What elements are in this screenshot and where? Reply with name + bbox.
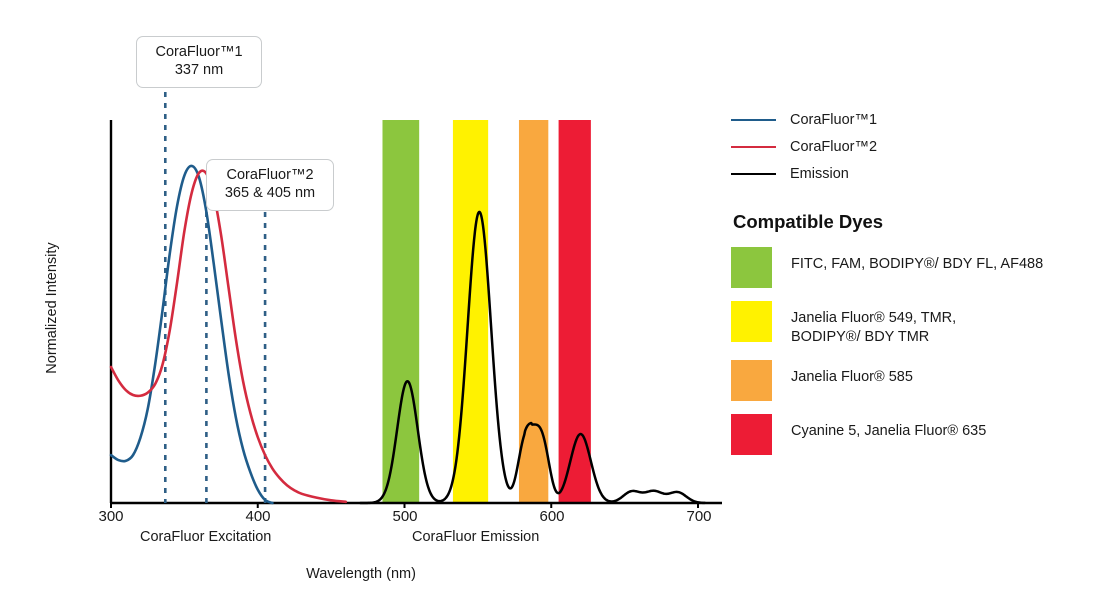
dye-label-orange: Janelia Fluor® 585 [791,360,913,387]
legend-series-corafluor-1: CoraFluor™1 [731,106,1101,133]
callout-cf2-value: 365 & 405 nm [224,184,316,201]
dye-row-red: Cyanine 5, Janelia Fluor® 635 [731,414,1101,456]
curve-CoraFluor1 [109,164,274,505]
dye-label-line1: FITC, FAM, BODIPY®/ BDY FL, AF488 [791,256,1044,272]
dye-label-line2: BODIPY®/ BDY TMR [791,329,930,346]
legend-line-swatch-corafluor-1 [731,118,776,121]
legend-series-corafluor-2: CoraFluor™2 [731,133,1101,160]
band-orange-band [518,120,549,503]
dye-row-yellow: Janelia Fluor® 549, TMR, BODIPY®/ BDY TM… [731,301,1101,347]
curve-Emission [359,210,706,505]
x-tick-400: 400 [245,508,271,525]
dye-color-swatch-red [731,414,772,456]
callout-corafluor-1: CoraFluor™1 337 nm [136,36,262,88]
dye-color-swatch-yellow [731,301,772,342]
dye-label-green: FITC, FAM, BODIPY®/ BDY FL, AF488 [791,247,1043,274]
dye-color-swatch-green [731,247,772,288]
x-axis-title: Wavelength (nm) [306,566,416,582]
region-label-emission: CoraFluor Emission [412,529,540,545]
dye-row-orange: Janelia Fluor® 585 [731,360,1101,402]
y-axis-title: Normalized Intensity [44,242,60,374]
dye-label-yellow: Janelia Fluor® 549, TMR, BODIPY®/ BDY TM… [791,301,956,347]
legend-panel: CoraFluor™1 CoraFluor™2 Emission Compati… [731,106,1101,468]
callout-cf1-title: CoraFluor™1 [155,43,243,60]
dye-label-line1: Cyanine 5, Janelia Fluor® 635 [791,423,987,440]
legend-line-swatch-emission [731,172,776,175]
dye-row-green: FITC, FAM, BODIPY®/ BDY FL, AF488 [731,247,1101,288]
callout-corafluor-2: CoraFluor™2 365 & 405 nm [206,159,334,211]
legend-series-label: Emission [790,165,849,182]
dye-label-red: Cyanine 5, Janelia Fluor® 635 [791,414,986,441]
legend-series-label: CoraFluor™1 [790,111,878,128]
region-label-excitation: CoraFluor Excitation [140,529,272,545]
x-tick-700: 700 [686,508,712,525]
dye-label-line1: Janelia Fluor® 585 [791,369,913,386]
dye-label-line1: Janelia Fluor® 549, TMR, [791,310,957,326]
x-tick-600: 600 [539,508,565,525]
band-green-band [382,120,420,503]
legend-line-swatch-corafluor-2 [731,145,776,148]
legend-series-label: CoraFluor™2 [790,138,878,155]
curve-CoraFluor2 [109,169,348,504]
callout-cf1-value: 337 nm [174,61,224,78]
legend-series-emission: Emission [731,160,1101,187]
dye-color-swatch-orange [731,360,772,402]
callout-cf2-title: CoraFluor™2 [226,166,314,183]
compatible-dyes-heading: Compatible Dyes [733,211,884,232]
x-tick-300: 300 [98,508,124,525]
x-tick-500: 500 [392,508,418,525]
